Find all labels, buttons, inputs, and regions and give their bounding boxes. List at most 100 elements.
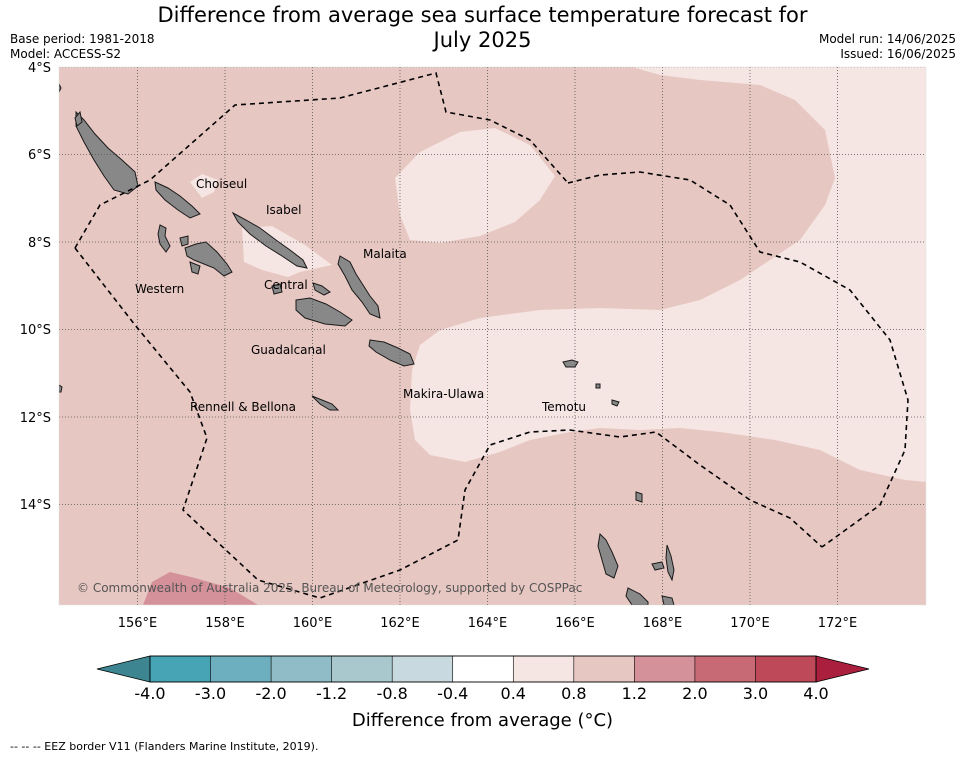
lon-tick: 164°E <box>468 616 508 631</box>
graticule <box>59 67 926 605</box>
issued-date: Issued: 16/06/2025 <box>840 47 956 61</box>
colorbar-label: -4.0 <box>134 684 165 703</box>
colorbar-cell <box>270 655 333 683</box>
makira-island <box>368 339 415 367</box>
lat-tick: 4°S <box>28 61 51 76</box>
label-western: Western <box>135 282 184 296</box>
colorbar-cell <box>694 655 757 683</box>
lon-tick: 162°E <box>380 616 420 631</box>
colorbar-cell <box>149 655 212 683</box>
santa-cruz-island <box>562 359 579 368</box>
eez-solomon-north <box>74 72 569 249</box>
title-line-2: July 2025 <box>433 28 532 52</box>
label-rennell-bellona: Rennell & Bellona <box>190 400 296 414</box>
lon-tick: 160°E <box>293 616 333 631</box>
colorbar-cell <box>331 655 393 683</box>
label-temotu: Temotu <box>541 400 586 414</box>
anomaly-fill-light-north <box>395 128 555 243</box>
colorbar-cells <box>149 655 817 683</box>
lat-tick: 6°S <box>28 148 51 163</box>
buka-island <box>74 110 83 127</box>
santa-isabel-island <box>231 211 308 269</box>
lon-tick: 156°E <box>118 616 158 631</box>
lat-tick: 12°S <box>20 411 51 426</box>
colorbar-label: -1.2 <box>316 684 347 703</box>
eez-temotu-east <box>567 171 909 548</box>
lon-tick: 166°E <box>555 616 595 631</box>
colorbar-label: 1.2 <box>622 684 647 703</box>
label-isabel: Isabel <box>266 203 301 217</box>
colorbar-cell <box>634 655 696 683</box>
malakula-island <box>625 587 649 605</box>
temotu-islet-1 <box>595 383 601 389</box>
map-title: Difference from average sea surface temp… <box>0 3 965 53</box>
vella-lavella-island <box>157 224 171 253</box>
anomaly-fill-light-choiseul <box>190 174 218 198</box>
label-makira-ulawa: Makira-Ulawa <box>403 387 484 401</box>
title-line-1: Difference from average sea surface temp… <box>157 3 808 27</box>
colorbar-cell <box>452 655 515 683</box>
colorbar-cell <box>391 655 454 683</box>
maewo-island <box>665 544 675 582</box>
colorbar-extend-left <box>96 655 151 683</box>
florida-islands <box>312 282 331 296</box>
rennell-island <box>311 395 340 411</box>
bougainville-island <box>75 110 139 195</box>
eez-borders <box>74 72 909 599</box>
northwest-edge-islet <box>59 83 62 93</box>
colorbar-label: -0.8 <box>377 684 408 703</box>
anomaly-fill-light-east <box>410 67 926 482</box>
eez-solomon-south <box>74 247 823 599</box>
pentecost-south-island <box>661 595 675 605</box>
colorbar-label: -2.0 <box>255 684 286 703</box>
lon-tick: 170°E <box>730 616 770 631</box>
anomaly-fill-warm-south <box>143 572 258 605</box>
base-period: Base period: 1981-2018 <box>10 32 155 46</box>
temotu-islet-2 <box>611 399 620 407</box>
colorbar-label: 4.0 <box>803 684 828 703</box>
label-guadalcanal: Guadalcanal <box>251 343 326 357</box>
colorbar-cell <box>573 655 636 683</box>
colorbar-label: -3.0 <box>195 684 226 703</box>
west-edge-islet <box>59 384 63 393</box>
lat-tick: 10°S <box>20 323 51 338</box>
vanuatu-islet-north <box>635 491 643 503</box>
meta-left: Base period: 1981-2018 Model: ACCESS-S2 <box>10 32 155 62</box>
colorbar-cell <box>512 655 575 683</box>
label-central: Central <box>264 278 308 292</box>
lon-tick: 168°E <box>643 616 683 631</box>
colorbar: -4.0 -3.0 -2.0 -1.2 -0.8 -0.4 0.4 0.8 1.2 2.0 3.0 4… <box>96 655 870 703</box>
colorbar-label: 2.0 <box>682 684 707 703</box>
lon-tick: 172°E <box>818 616 858 631</box>
guadalcanal-island <box>295 297 353 327</box>
label-choiseul: Choiseul <box>196 177 247 191</box>
colorbar-label: 0.8 <box>561 684 586 703</box>
model-name: Model: ACCESS-S2 <box>10 47 122 61</box>
choiseul-island <box>154 181 201 219</box>
eez-legend-note: -- -- -- EEZ border V11 (Flanders Marine… <box>10 740 319 753</box>
kolombangara-island <box>179 235 189 247</box>
meta-right: Model run: 14/06/2025 Issued: 16/06/2025 <box>819 32 956 62</box>
label-malaita: Malaita <box>363 247 407 261</box>
colorbar-labels: -4.0 -3.0 -2.0 -1.2 -0.8 -0.4 0.4 0.8 1.2 2.0 3.0 4… <box>134 684 828 703</box>
map-area <box>59 67 926 605</box>
colorbar-label: -0.4 <box>437 684 468 703</box>
colorbar-cell <box>210 655 272 683</box>
map-frame <box>58 66 927 606</box>
colorbar-frame <box>149 655 817 683</box>
rendova-island <box>189 261 201 275</box>
copyright-notice: © Commonwealth of Australia 2025, Bureau… <box>77 581 582 595</box>
lat-tick: 8°S <box>28 236 51 251</box>
colorbar-cell <box>755 655 817 683</box>
new-georgia-island <box>184 241 233 277</box>
model-run: Model run: 14/06/2025 <box>818 32 956 46</box>
colorbar-label: 0.4 <box>501 684 526 703</box>
espiritu-santo-island <box>597 532 619 579</box>
ambae-island <box>651 561 665 571</box>
land-masses <box>59 83 675 605</box>
malaita-island <box>337 255 381 319</box>
lat-tick: 14°S <box>20 498 51 513</box>
colorbar-extend-right <box>815 655 870 683</box>
colorbar-label: 3.0 <box>743 684 768 703</box>
